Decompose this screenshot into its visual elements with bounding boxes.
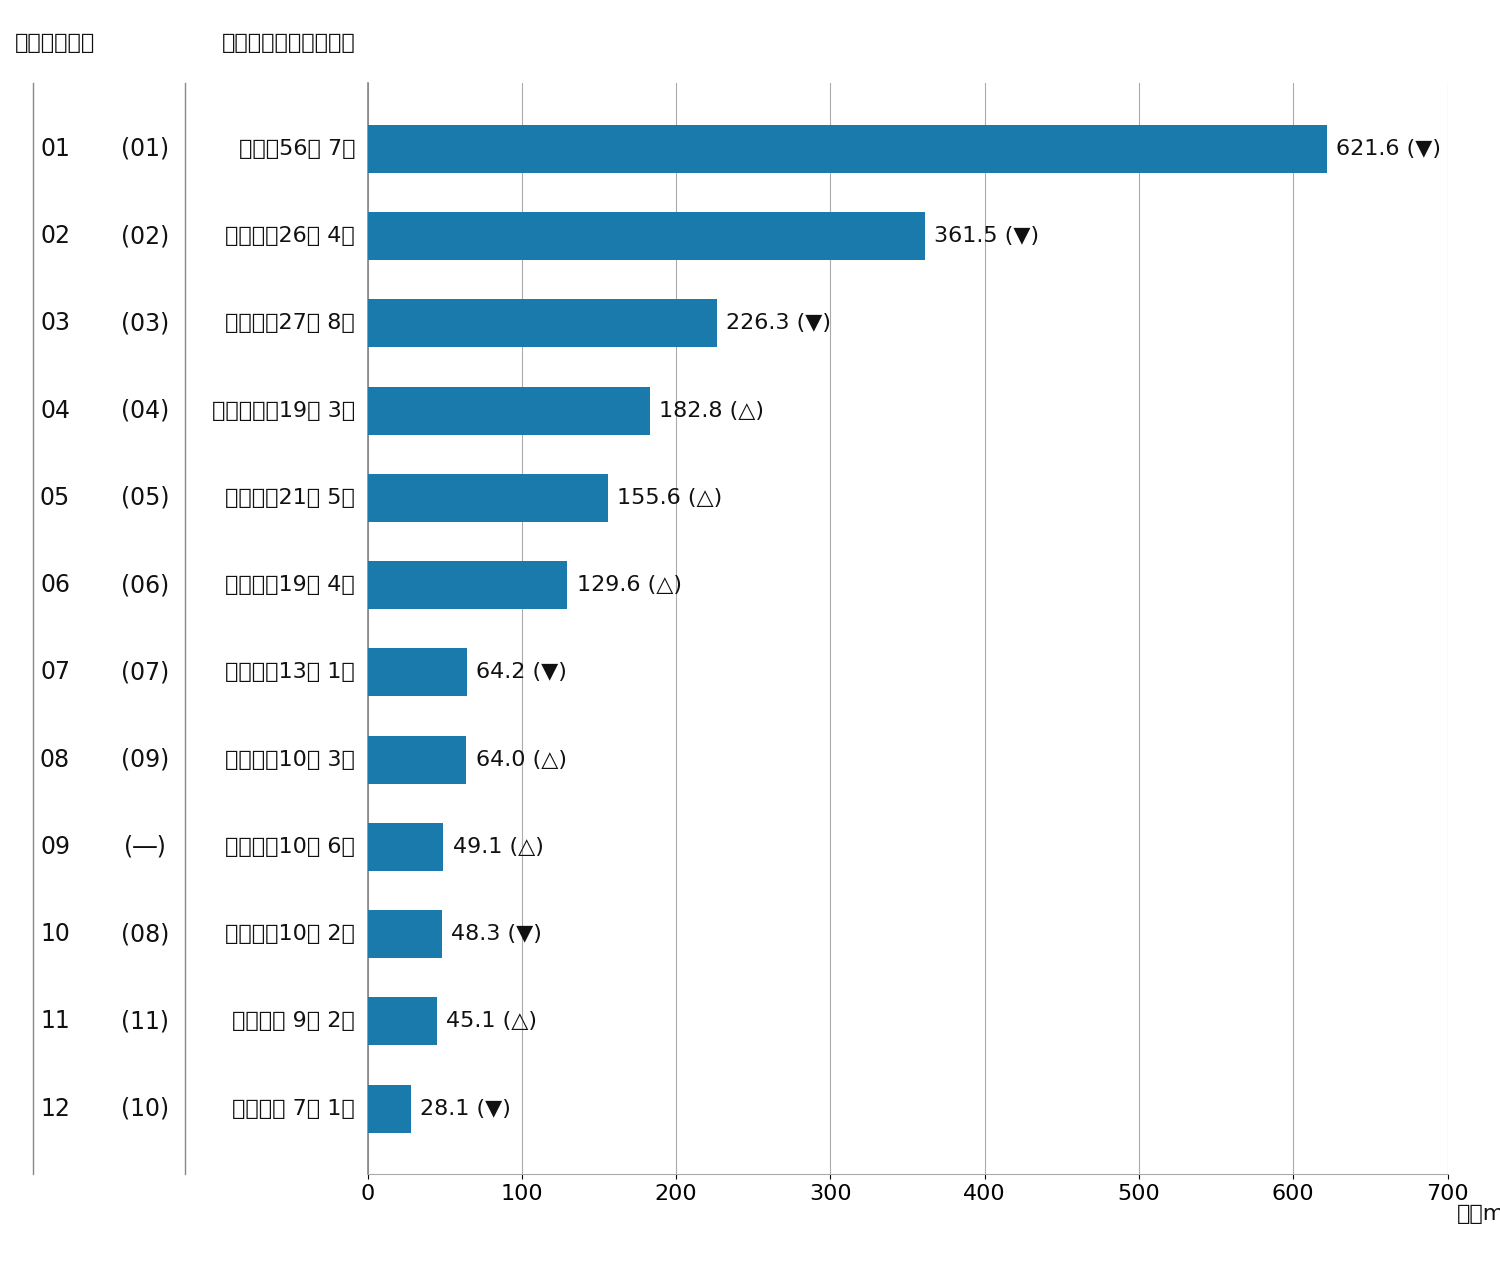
Bar	[368, 212, 926, 260]
Bar	[368, 1084, 411, 1133]
Bar	[368, 648, 466, 697]
Text: (10): (10)	[122, 1097, 170, 1120]
Text: 361.5 (▼): 361.5 (▼)	[934, 226, 1040, 246]
Text: (01): (01)	[122, 137, 170, 160]
Text: 順位（前回）: 順位（前回）	[15, 33, 94, 53]
Text: 07: 07	[40, 661, 70, 684]
Text: 621.6 (▼): 621.6 (▼)	[1336, 139, 1442, 159]
Text: 渋谷区（19、 4）: 渋谷区（19、 4）	[225, 575, 356, 595]
Text: 文京区（ 7、 1）: 文京区（ 7、 1）	[232, 1098, 356, 1119]
Text: (07): (07)	[122, 661, 170, 684]
Text: 千代田区（19、 3）: 千代田区（19、 3）	[211, 400, 356, 421]
Text: 08: 08	[40, 748, 70, 771]
Text: 港区（56、 7）: 港区（56、 7）	[238, 139, 356, 159]
Text: 12: 12	[40, 1097, 70, 1120]
Text: 49.1 (△): 49.1 (△)	[453, 837, 543, 857]
Text: 226.3 (▼): 226.3 (▼)	[726, 313, 831, 334]
Bar	[368, 822, 444, 871]
Text: (06): (06)	[122, 574, 170, 597]
Bar	[368, 910, 442, 958]
Text: 04: 04	[40, 399, 70, 422]
Bar	[368, 124, 1326, 173]
Text: 155.6 (△): 155.6 (△)	[616, 488, 722, 508]
Text: 豊島区（10、 3）: 豊島区（10、 3）	[225, 749, 356, 770]
Text: 03: 03	[40, 312, 70, 335]
Text: 09: 09	[40, 835, 70, 858]
Text: 11: 11	[40, 1010, 70, 1033]
Text: 新宿区（21、 5）: 新宿区（21、 5）	[225, 488, 356, 508]
Text: （万m²）: （万m²）	[1456, 1205, 1500, 1224]
Bar	[368, 386, 650, 435]
Text: 10: 10	[40, 922, 70, 946]
Text: 葛飾区（10、 6）: 葛飾区（10、 6）	[225, 837, 356, 857]
Text: (02): (02)	[122, 225, 170, 248]
Text: (11): (11)	[122, 1010, 170, 1033]
Text: 江東区（27、 8）: 江東区（27、 8）	[225, 313, 356, 334]
Bar	[368, 997, 436, 1046]
Text: (―): (―)	[124, 835, 166, 858]
Text: 45.1 (△): 45.1 (△)	[447, 1011, 537, 1032]
Text: 品川区（13、 1）: 品川区（13、 1）	[225, 662, 356, 683]
Text: 01: 01	[40, 137, 70, 160]
Text: 182.8 (△): 182.8 (△)	[658, 400, 764, 421]
Bar	[368, 473, 608, 522]
Text: (05): (05)	[120, 486, 170, 509]
Text: (04): (04)	[122, 399, 170, 422]
Text: 中央区（26、 4）: 中央区（26、 4）	[225, 226, 356, 246]
Text: 05: 05	[40, 486, 70, 509]
Bar	[368, 561, 567, 609]
Text: 64.2 (▼): 64.2 (▼)	[476, 662, 567, 683]
Text: 中野区（ 9、 2）: 中野区（ 9、 2）	[232, 1011, 356, 1032]
Text: (03): (03)	[122, 312, 170, 335]
Text: 28.1 (▼): 28.1 (▼)	[420, 1098, 512, 1119]
Text: (08): (08)	[122, 922, 170, 946]
Text: (09): (09)	[122, 748, 170, 771]
Text: 64.0 (△): 64.0 (△)	[476, 749, 567, 770]
Bar	[368, 299, 717, 348]
Text: 48.3 (▼): 48.3 (▼)	[452, 924, 542, 944]
Text: 区（件数、うち新規）: 区（件数、うち新規）	[222, 33, 356, 53]
Bar	[368, 735, 466, 784]
Text: 06: 06	[40, 574, 70, 597]
Text: 02: 02	[40, 225, 70, 248]
Text: 129.6 (△): 129.6 (△)	[576, 575, 681, 595]
Text: 大田区（10、 2）: 大田区（10、 2）	[225, 924, 356, 944]
